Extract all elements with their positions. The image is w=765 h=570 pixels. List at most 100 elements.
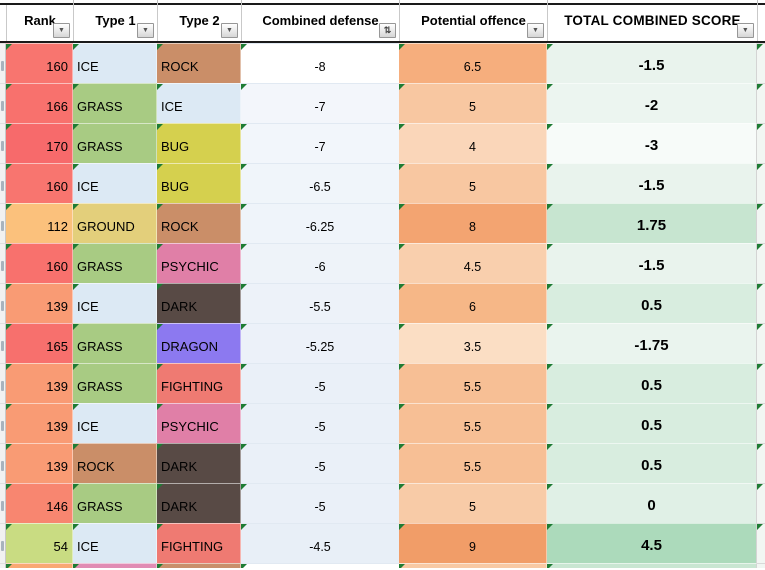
type2-cell[interactable]: ROCK xyxy=(157,203,241,243)
rank-cell[interactable]: 160 xyxy=(6,243,73,283)
type1-cell[interactable]: GRASS xyxy=(73,123,157,163)
defense-cell[interactable]: -7 xyxy=(241,83,399,123)
filter-dropdown-icon[interactable]: ▼ xyxy=(737,23,754,38)
type2-cell[interactable]: DRAGON xyxy=(157,323,241,363)
type1-cell[interactable]: GRASS xyxy=(73,323,157,363)
offence-cell[interactable]: 6.5 xyxy=(399,43,547,83)
defense-cell[interactable]: -6.5 xyxy=(241,163,399,203)
type2-cell[interactable]: DARK xyxy=(157,483,241,523)
offence-cell[interactable]: 9 xyxy=(399,523,547,563)
defense-cell[interactable]: -7 xyxy=(241,123,399,163)
defense-cell[interactable]: -5 xyxy=(241,363,399,403)
offence-cell[interactable]: 5 xyxy=(399,483,547,523)
filter-dropdown-icon[interactable]: ▼ xyxy=(53,23,70,38)
filter-sorted-dropdown-icon[interactable]: ⇅ xyxy=(379,23,396,38)
rank-cell[interactable]: 165 xyxy=(6,323,73,363)
type1-cell[interactable]: ICE xyxy=(73,43,157,83)
total-cell[interactable]: 1.75 xyxy=(547,203,757,243)
defense-cell[interactable]: -5 xyxy=(241,403,399,443)
total-cell[interactable]: -1.5 xyxy=(547,43,757,83)
type1-cell[interactable]: GROUND xyxy=(73,203,157,243)
header-total-combined-score[interactable]: TOTAL COMBINED SCORE ▼ xyxy=(547,5,757,41)
defense-cell[interactable]: -5.5 xyxy=(241,283,399,323)
rank-cell[interactable]: 170 xyxy=(6,123,73,163)
rank-cell[interactable] xyxy=(6,563,73,568)
header-rank[interactable]: Rank ▼ xyxy=(6,5,73,41)
type1-cell[interactable]: ICE xyxy=(73,523,157,563)
type1-cell[interactable]: ICE xyxy=(73,283,157,323)
filter-dropdown-icon[interactable]: ▼ xyxy=(527,23,544,38)
type1-cell[interactable]: GRASS xyxy=(73,83,157,123)
total-cell[interactable]: 0.5 xyxy=(547,403,757,443)
offence-cell[interactable]: 5.5 xyxy=(399,403,547,443)
defense-cell[interactable]: -4.5 xyxy=(241,523,399,563)
type1-cell[interactable] xyxy=(73,563,157,568)
type2-cell[interactable]: BUG xyxy=(157,123,241,163)
rank-cell[interactable]: 160 xyxy=(6,43,73,83)
header-type1[interactable]: Type 1 ▼ xyxy=(73,5,157,41)
clipped-text-fragment xyxy=(1,461,4,471)
total-cell[interactable]: -1.75 xyxy=(547,323,757,363)
offence-cell[interactable]: 4 xyxy=(399,123,547,163)
type2-cell[interactable]: ROCK xyxy=(157,43,241,83)
type2-cell[interactable]: DARK xyxy=(157,283,241,323)
total-cell[interactable]: 0.5 xyxy=(547,283,757,323)
type1-cell[interactable]: GRASS xyxy=(73,483,157,523)
defense-cell[interactable]: -6 xyxy=(241,243,399,283)
offence-cell[interactable]: 5 xyxy=(399,163,547,203)
header-combined-defense[interactable]: Combined defense ⇅ xyxy=(241,5,399,41)
header-potential-offence[interactable]: Potential offence ▼ xyxy=(399,5,547,41)
rank-cell[interactable]: 54 xyxy=(6,523,73,563)
total-cell[interactable]: -2 xyxy=(547,83,757,123)
total-cell[interactable]: 0.5 xyxy=(547,443,757,483)
type1-cell[interactable]: GRASS xyxy=(73,363,157,403)
total-cell[interactable] xyxy=(547,563,757,568)
offence-cell[interactable]: 4.5 xyxy=(399,243,547,283)
type2-cell[interactable]: BUG xyxy=(157,163,241,203)
rank-cell[interactable]: 139 xyxy=(6,443,73,483)
offence-cell[interactable]: 6 xyxy=(399,283,547,323)
error-indicator-icon xyxy=(73,244,79,250)
filter-dropdown-icon[interactable]: ▼ xyxy=(137,23,154,38)
defense-cell[interactable]: -5 xyxy=(241,483,399,523)
defense-cell[interactable]: -8 xyxy=(241,43,399,83)
rank-cell[interactable]: 139 xyxy=(6,363,73,403)
total-cell[interactable]: 0 xyxy=(547,483,757,523)
type2-cell[interactable]: FIGHTING xyxy=(157,523,241,563)
offence-cell[interactable]: 8 xyxy=(399,203,547,243)
rank-cell-value: 160 xyxy=(46,259,68,274)
rank-cell[interactable]: 146 xyxy=(6,483,73,523)
defense-cell[interactable] xyxy=(241,563,399,568)
total-cell[interactable]: 4.5 xyxy=(547,523,757,563)
defense-cell[interactable]: -5 xyxy=(241,443,399,483)
rank-cell[interactable]: 160 xyxy=(6,163,73,203)
rank-cell[interactable]: 112 xyxy=(6,203,73,243)
offence-cell[interactable]: 5.5 xyxy=(399,443,547,483)
type1-cell[interactable]: GRASS xyxy=(73,243,157,283)
offence-cell[interactable] xyxy=(399,563,547,568)
type2-cell[interactable]: PSYCHIC xyxy=(157,403,241,443)
header-type2[interactable]: Type 2 ▼ xyxy=(157,5,241,41)
rank-cell[interactable]: 139 xyxy=(6,283,73,323)
offence-cell[interactable]: 5 xyxy=(399,83,547,123)
offence-cell[interactable]: 5.5 xyxy=(399,363,547,403)
type1-cell[interactable]: ICE xyxy=(73,163,157,203)
type1-cell[interactable]: ICE xyxy=(73,403,157,443)
defense-cell[interactable]: -6.25 xyxy=(241,203,399,243)
rank-cell[interactable]: 139 xyxy=(6,403,73,443)
total-cell[interactable]: -1.5 xyxy=(547,243,757,283)
type2-cell[interactable] xyxy=(157,563,241,568)
total-cell[interactable]: 0.5 xyxy=(547,363,757,403)
total-cell[interactable]: -1.5 xyxy=(547,163,757,203)
total-cell[interactable]: -3 xyxy=(547,123,757,163)
offence-cell[interactable]: 3.5 xyxy=(399,323,547,363)
type2-cell[interactable]: PSYCHIC xyxy=(157,243,241,283)
defense-cell[interactable]: -5.25 xyxy=(241,323,399,363)
type2-cell[interactable]: FIGHTING xyxy=(157,363,241,403)
error-indicator-icon xyxy=(757,84,763,90)
type2-cell[interactable]: ICE xyxy=(157,83,241,123)
type2-cell[interactable]: DARK xyxy=(157,443,241,483)
filter-dropdown-icon[interactable]: ▼ xyxy=(221,23,238,38)
type1-cell[interactable]: ROCK xyxy=(73,443,157,483)
rank-cell[interactable]: 166 xyxy=(6,83,73,123)
